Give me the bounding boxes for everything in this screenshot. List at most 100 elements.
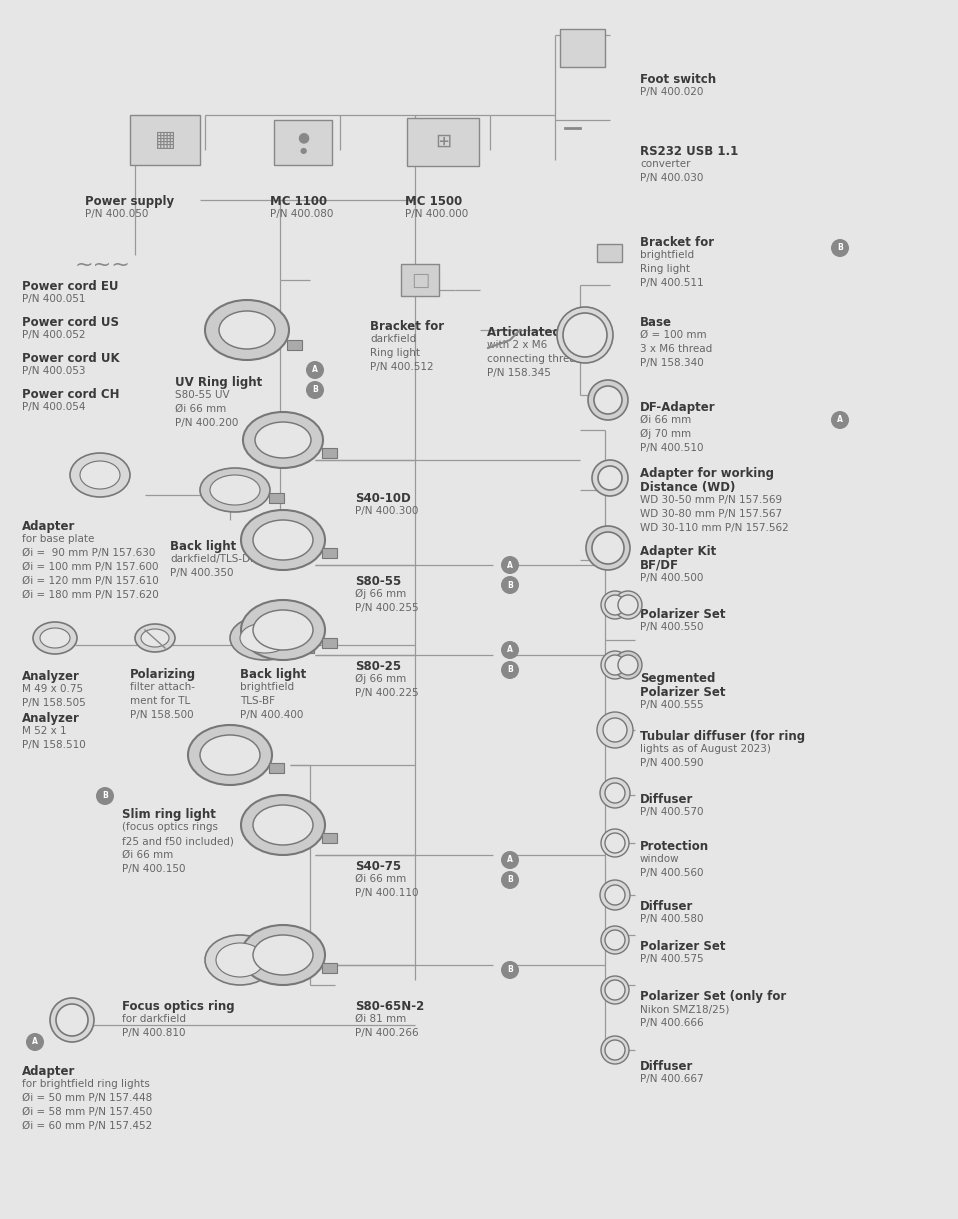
Text: P/N 400.560: P/N 400.560 [640,868,703,878]
Circle shape [26,1032,44,1051]
Text: Power cord US: Power cord US [22,316,119,329]
Text: Articulated arm: Articulated arm [487,325,591,339]
Text: P/N 400.350: P/N 400.350 [170,568,234,578]
Text: P/N 400.667: P/N 400.667 [640,1074,703,1084]
Bar [323,833,337,844]
Bar [300,642,314,653]
Text: A: A [312,366,318,374]
Text: darkfield/TLS-DF: darkfield/TLS-DF [170,553,256,564]
Circle shape [601,651,629,679]
Circle shape [605,1040,625,1061]
Text: A: A [32,1037,38,1046]
Text: darkfield: darkfield [370,334,416,344]
Text: Tubular diffuser (for ring: Tubular diffuser (for ring [640,730,805,744]
Circle shape [614,591,642,619]
Text: TLS-BF: TLS-BF [240,696,275,706]
Ellipse shape [80,461,120,489]
Text: P/N 400.200: P/N 400.200 [175,418,239,428]
Text: Slim ring light: Slim ring light [122,808,216,822]
Text: S80-25: S80-25 [355,659,401,673]
Text: Øj 66 mm: Øj 66 mm [355,674,406,684]
Text: A: A [837,416,843,424]
Text: □: □ [411,271,429,289]
Text: for base plate: for base plate [22,534,95,544]
Ellipse shape [253,805,313,845]
Text: Bracket for: Bracket for [640,236,714,249]
Text: P/N 400.810: P/N 400.810 [122,1028,186,1039]
Ellipse shape [253,935,313,975]
Text: Distance (WD): Distance (WD) [640,482,736,494]
Text: Øi 81 mm: Øi 81 mm [355,1014,406,1024]
Text: B: B [837,244,843,252]
Text: P/N 400.052: P/N 400.052 [22,330,85,340]
Text: P/N 400.570: P/N 400.570 [640,807,703,817]
Text: WD 30-110 mm P/N 157.562: WD 30-110 mm P/N 157.562 [640,523,788,533]
Ellipse shape [253,521,313,560]
Text: P/N 400.030: P/N 400.030 [640,173,703,183]
Circle shape [501,556,519,574]
Text: ●: ● [299,145,307,155]
Text: Nikon SMZ18/25): Nikon SMZ18/25) [640,1004,729,1014]
Ellipse shape [241,510,325,570]
Circle shape [56,1004,88,1036]
Circle shape [605,595,625,616]
Text: Ring light: Ring light [640,265,690,274]
Text: for darkfield: for darkfield [122,1014,186,1024]
Text: Ø = 100 mm: Ø = 100 mm [640,330,707,340]
Text: Focus optics ring: Focus optics ring [122,1000,235,1013]
Text: Analyzer: Analyzer [22,712,80,725]
Ellipse shape [188,725,272,785]
Text: P/N 400.080: P/N 400.080 [270,208,333,219]
Circle shape [563,313,607,357]
Circle shape [614,651,642,679]
Text: Back light: Back light [170,540,237,553]
Circle shape [501,872,519,889]
Circle shape [601,1036,629,1064]
Bar [407,118,479,166]
Circle shape [598,466,622,490]
Bar [560,29,605,67]
Text: S40-75: S40-75 [355,859,401,873]
Circle shape [501,661,519,679]
Bar [269,492,285,503]
Text: P/N 400.550: P/N 400.550 [640,622,703,631]
Text: Øi = 60 mm P/N 157.452: Øi = 60 mm P/N 157.452 [22,1121,152,1131]
Circle shape [831,411,849,429]
Bar [598,244,623,262]
Text: Foot switch: Foot switch [640,73,717,87]
Bar [323,449,337,458]
Circle shape [600,778,630,808]
Circle shape [605,783,625,803]
Text: Øi 66 mm: Øi 66 mm [355,874,406,884]
Circle shape [501,641,519,659]
Text: A: A [507,561,513,569]
Text: MC 1100: MC 1100 [270,195,327,208]
Text: Adapter: Adapter [22,1065,76,1078]
Ellipse shape [40,628,70,649]
Bar [323,963,337,973]
Ellipse shape [200,735,260,775]
Text: Adapter: Adapter [22,521,76,533]
Circle shape [597,712,633,748]
Text: BF/DF: BF/DF [640,560,679,572]
Ellipse shape [70,453,130,497]
Ellipse shape [240,623,290,653]
Text: P/N 400.150: P/N 400.150 [122,864,186,874]
Circle shape [600,880,630,911]
Ellipse shape [200,468,270,512]
Bar [323,549,337,558]
Text: Polarizer Set: Polarizer Set [640,686,725,698]
Text: S80-55 UV: S80-55 UV [175,390,230,400]
Text: for brightfield ring lights: for brightfield ring lights [22,1079,149,1089]
Circle shape [592,531,624,564]
Text: S80-65N-2: S80-65N-2 [355,1000,424,1013]
Text: P/N 158.340: P/N 158.340 [640,358,704,368]
Text: P/N 400.511: P/N 400.511 [640,278,703,288]
Text: Bracket for: Bracket for [370,321,445,333]
Bar [287,340,303,350]
Text: Øi 66 mm: Øi 66 mm [175,403,226,414]
Text: Power supply: Power supply [85,195,174,208]
Circle shape [501,961,519,979]
Bar [274,119,332,165]
Text: WD 30-50 mm P/N 157.569: WD 30-50 mm P/N 157.569 [640,495,782,505]
